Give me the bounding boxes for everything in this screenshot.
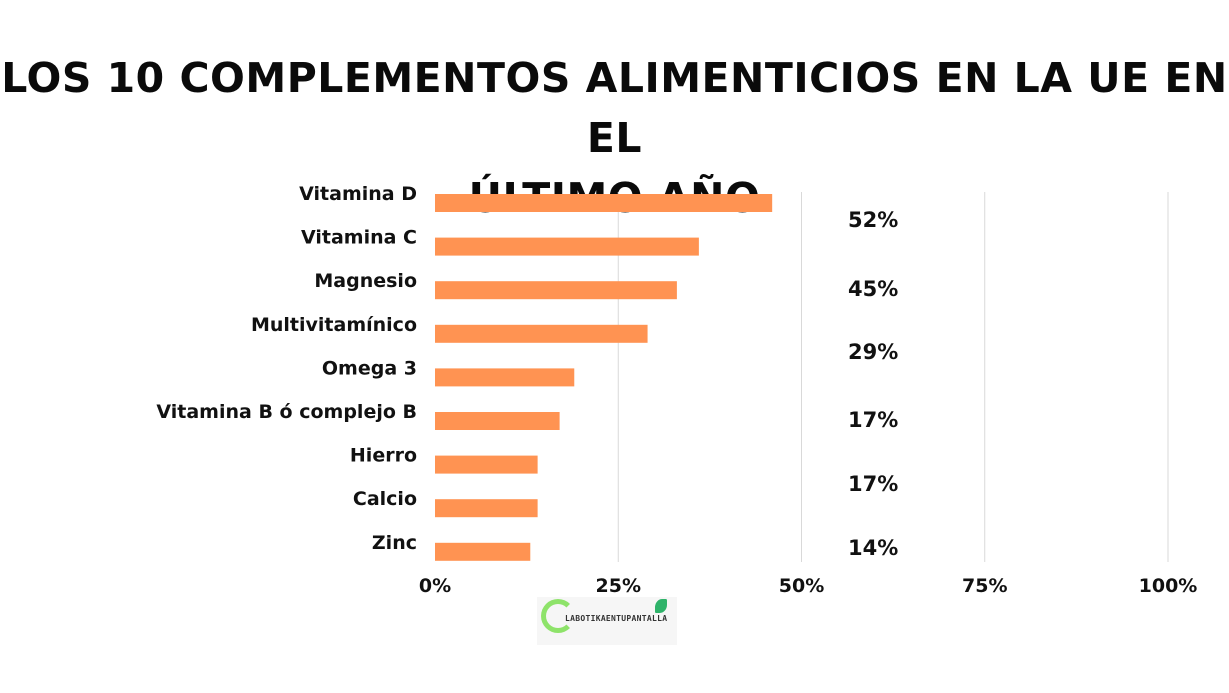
bar: [435, 368, 575, 387]
logo-ring-icon: [541, 599, 575, 633]
leaf-icon: [655, 599, 667, 613]
category-label: Magnesio: [314, 270, 417, 292]
category-label: Omega 3: [322, 357, 417, 379]
side-value-labels: 52% 45% 29% 17% 17% 14%: [848, 208, 898, 560]
side-value-label: 14%: [848, 536, 898, 560]
category-label: Calcio: [353, 488, 417, 510]
logo-text: LABOTIKAENTUPANTALLA: [565, 614, 668, 623]
side-value-label: 45%: [848, 277, 898, 301]
bars: [435, 194, 773, 561]
category-label: Vitamina D: [299, 183, 417, 205]
bar: [435, 455, 538, 474]
bar: [435, 237, 699, 256]
x-tick-label: 0%: [419, 575, 451, 597]
category-label: Vitamina C: [301, 227, 417, 249]
category-labels: Vitamina D Vitamina C Magnesio Multivitamín…: [156, 183, 417, 554]
bar: [435, 412, 560, 430]
x-tick-labels: 0% 25% 50% 75% 100%: [419, 575, 1197, 597]
x-tick-label: 50%: [779, 575, 824, 597]
category-label: Multivitamínico: [251, 314, 417, 336]
category-label: Hierro: [350, 445, 417, 467]
x-tick-label: 75%: [962, 575, 1007, 597]
category-label: Vitamina B ó complejo B: [156, 401, 417, 423]
side-value-label: 17%: [848, 472, 898, 496]
bar: [435, 281, 677, 300]
bar: [435, 194, 773, 212]
side-value-label: 17%: [848, 408, 898, 432]
x-tick-label: 100%: [1139, 575, 1198, 597]
bar: [435, 499, 538, 518]
side-value-label: 52%: [848, 208, 898, 232]
brand-logo: LABOTIKAENTUPANTALLA: [537, 597, 677, 645]
x-tick-label: 25%: [596, 575, 641, 597]
side-value-label: 29%: [848, 340, 898, 364]
bar: [435, 542, 531, 561]
category-label: Zinc: [372, 532, 417, 554]
bar: [435, 324, 648, 343]
grid-lines: [617, 192, 1169, 562]
